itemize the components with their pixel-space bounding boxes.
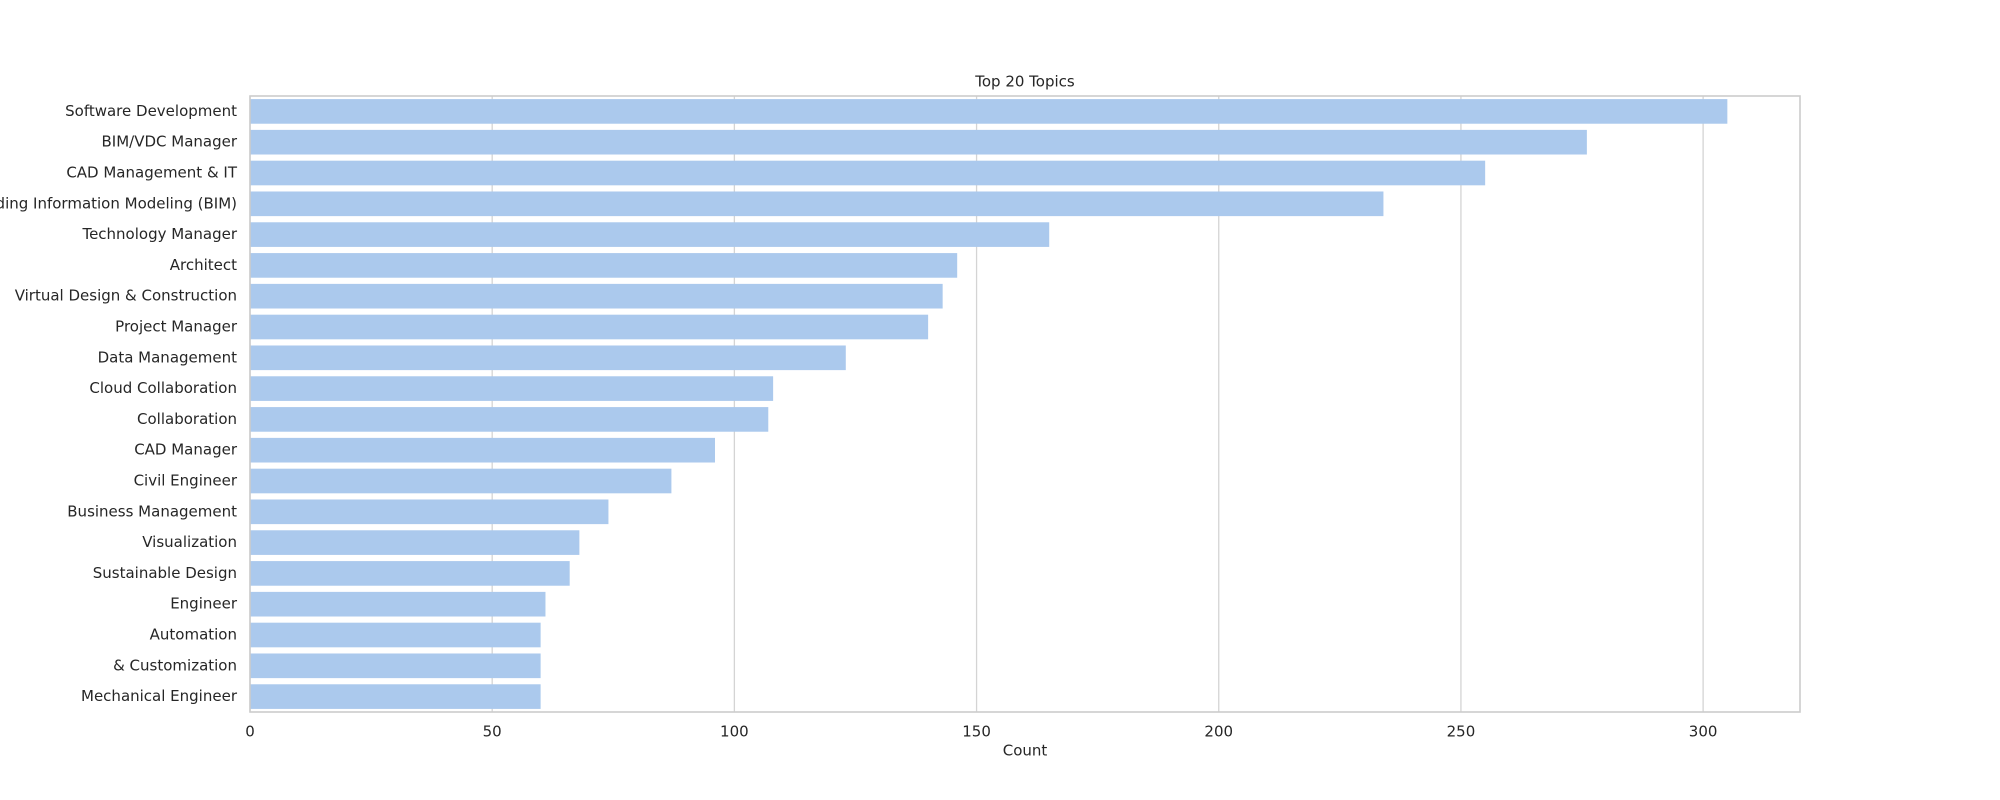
bar <box>250 591 546 617</box>
bar <box>250 376 774 401</box>
y-tick-label: Civil Engineer <box>134 472 238 490</box>
bar <box>250 283 943 309</box>
bar <box>250 530 580 555</box>
x-tick-label: 50 <box>483 723 502 741</box>
y-tick-label: Software Development <box>65 102 237 120</box>
x-tick-label: 250 <box>1447 723 1476 741</box>
y-tick-label: Data Management <box>98 348 238 366</box>
bar <box>250 160 1486 186</box>
chart-title: Top 20 Topics <box>974 73 1075 91</box>
y-tick-label: Visualization <box>142 533 237 551</box>
y-tick-label: BIM/VDC Manager <box>101 133 237 151</box>
y-tick-label: Mechanical Engineer <box>81 687 238 705</box>
y-tick-label: Architect <box>170 256 237 274</box>
bar <box>250 314 929 340</box>
y-tick-label: CAD Manager <box>134 441 238 459</box>
bar <box>250 345 846 371</box>
bar <box>250 191 1384 217</box>
bar <box>250 653 541 679</box>
y-tick-label: & Customization <box>113 656 237 674</box>
y-tick-label: Cloud Collaboration <box>89 379 237 397</box>
y-tick-label: Virtual Design & Construction <box>15 287 237 305</box>
y-tick-label: Project Manager <box>115 318 238 336</box>
bar <box>250 407 769 432</box>
plot-frame <box>249 95 1801 713</box>
x-tick-label: 300 <box>1689 723 1718 741</box>
x-tick-label: 0 <box>245 723 255 741</box>
y-tick-label: Automation <box>150 626 237 644</box>
bar <box>250 99 1728 124</box>
x-tick-label: 200 <box>1204 723 1233 741</box>
bar <box>250 684 541 709</box>
y-tick-label: Business Management <box>67 502 237 520</box>
bar <box>250 437 715 463</box>
x-tick-label: 150 <box>962 723 991 741</box>
bar <box>250 622 541 648</box>
bar <box>250 253 958 278</box>
y-tick-label: Sustainable Design <box>93 564 237 582</box>
x-axis-label: Count <box>1003 742 1048 760</box>
x-tick-label: 100 <box>720 723 749 741</box>
bar <box>250 499 609 525</box>
y-tick-label: Building Information Modeling (BIM) <box>0 194 237 212</box>
y-tick-label: Technology Manager <box>81 225 237 243</box>
bar <box>250 468 672 494</box>
y-tick-label: Collaboration <box>137 410 237 428</box>
y-tick-label: Engineer <box>170 595 238 613</box>
bar <box>250 222 1050 247</box>
bar <box>250 561 570 586</box>
bar <box>250 129 1587 155</box>
y-tick-label: CAD Management & IT <box>66 164 238 182</box>
